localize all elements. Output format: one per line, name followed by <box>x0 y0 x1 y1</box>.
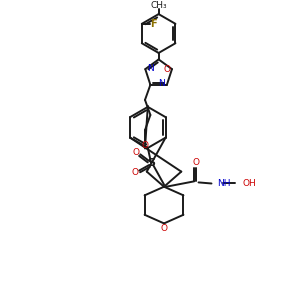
Text: O: O <box>133 148 140 157</box>
Text: F: F <box>150 19 157 29</box>
Text: N: N <box>147 64 154 73</box>
Text: O: O <box>131 168 138 177</box>
Text: O: O <box>160 224 167 233</box>
Text: O: O <box>193 158 200 167</box>
Text: N: N <box>158 79 165 88</box>
Text: O: O <box>142 141 148 150</box>
Text: S: S <box>147 158 155 168</box>
Text: NH: NH <box>217 179 230 188</box>
Text: O: O <box>163 64 170 74</box>
Text: CH₃: CH₃ <box>150 1 167 10</box>
Text: OH: OH <box>243 179 256 188</box>
